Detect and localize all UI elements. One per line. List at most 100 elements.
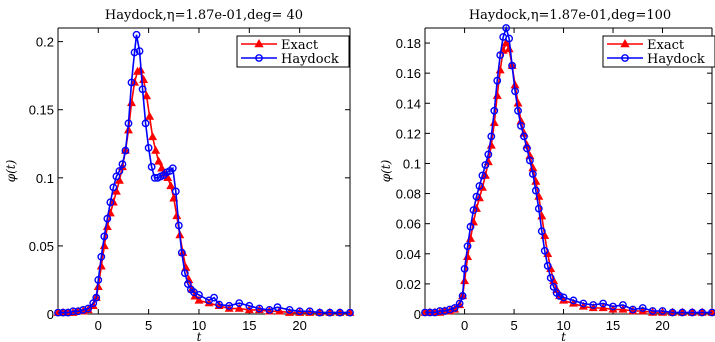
data-point-triangle [99,241,109,250]
y-tick-label: 0.06 [396,217,421,232]
data-point-circle [430,308,439,317]
data-point-circle [668,308,677,317]
y-tick-label: 0.18 [396,36,421,51]
data-point-circle [106,198,115,207]
data-point-circle [147,163,156,171]
data-point-circle [177,248,186,257]
data-point-circle [520,132,528,141]
data-point-triangle [96,261,106,270]
y-tick-label: 0.12 [396,126,421,141]
data-point-circle [74,307,83,316]
data-point-circle [100,232,109,241]
y-tick-label: 0.14 [396,96,421,111]
data-point-triangle [154,156,164,165]
data-point-circle [141,119,150,128]
data-point-circle [517,121,525,130]
data-point-circle [285,306,294,314]
x-axis-label: t [197,330,202,342]
data-point-circle [440,307,449,315]
data-point-circle [502,24,511,32]
y-tick-label: 0.04 [396,247,421,262]
data-point-circle [460,264,469,273]
data-point-circle [493,76,502,85]
data-point-circle [678,308,687,317]
x-tick-label: 10 [192,318,206,333]
data-point-triangle [194,295,204,304]
data-point-triangle [486,140,496,149]
data-point-circle [265,306,274,314]
y-axis-label: φ(t) [379,159,393,182]
data-point-circle [540,246,549,255]
data-point-circle [168,164,177,173]
data-point-circle [295,307,304,316]
right-chart-panel: Haydock,η=1.87e-01,deg=100 0 5 10 15 20 0 0.02 0… [379,8,715,342]
data-point-circle [481,161,490,169]
legend-label: Haydock [647,52,705,67]
y-tick-label: 0.2 [36,35,54,50]
data-point-circle [305,307,314,316]
data-point-circle [523,144,531,153]
legend-label: Haydock [281,52,339,67]
data-point-triangle [618,304,628,313]
data-point-circle [64,308,72,317]
data-point-circle [505,34,514,43]
data-point-circle [130,48,139,57]
data-point-triangle [598,303,608,312]
data-point-triangle [151,145,161,154]
data-point-circle [511,87,519,96]
y-tick-label: 0 [47,307,54,322]
data-point-circle [475,182,484,190]
data-point-circle [472,192,481,201]
data-point-circle [118,160,127,169]
data-point-circle [115,167,124,175]
data-point-circle [589,301,598,309]
data-point-circle [195,291,203,299]
data-point-triangle [172,211,182,220]
data-point-circle [458,292,467,300]
data-point-circle [421,308,429,317]
data-point-triangle [234,303,244,312]
data-point-circle [445,305,454,314]
data-point-circle [171,187,180,196]
data-point-circle [579,299,588,308]
legend-marker-circle [255,54,263,62]
series-exact [420,38,715,316]
x-tick-label: 5 [510,318,517,333]
x-axis-label: t [561,330,566,342]
data-point-circle [325,308,334,317]
data-point-circle [478,171,487,180]
data-point-circle [235,299,244,308]
y-axis-label: φ(t) [4,159,18,182]
legend-label: Exact [281,38,319,53]
data-point-circle [94,276,103,284]
data-point-circle [273,303,282,312]
data-point-circle [59,308,67,317]
data-point-circle [708,308,715,317]
data-point-circle [546,273,555,282]
data-point-circle [127,78,136,87]
data-point-triangle [127,98,136,107]
x-tick-label: 20 [292,318,306,333]
data-point-circle [135,47,144,56]
data-point-triangle [142,91,152,100]
data-point-circle [435,307,444,315]
y-tick-label: 0 [414,307,421,322]
data-point-circle [124,119,133,128]
data-point-circle [549,283,558,291]
data-point-circle [543,261,552,270]
y-tick-label: 0.1 [403,156,421,171]
x-tick-label: 0 [95,318,102,333]
data-point-circle [609,302,617,311]
series-line [425,41,712,314]
data-point-circle [648,307,657,315]
data-point-circle [490,106,499,115]
series-haydock [421,24,715,317]
data-point-circle [92,293,101,302]
chart-title: Haydock,η=1.87e-01,deg= 40 [105,8,303,23]
data-point-circle [526,156,534,165]
data-point-circle [508,61,516,70]
data-point-circle [484,150,493,159]
x-tick-label: 10 [556,318,570,333]
